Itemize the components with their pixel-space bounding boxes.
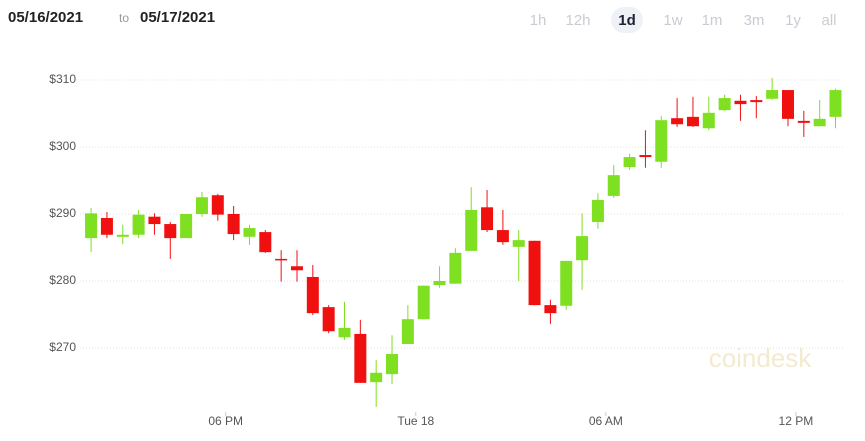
candle-body	[766, 90, 779, 99]
candle-body	[148, 216, 161, 225]
candle-body	[813, 118, 826, 127]
y-tick-label: $310	[49, 72, 76, 86]
candle-body	[750, 100, 763, 103]
range-button[interactable]: 1y	[785, 12, 801, 29]
candle-body	[560, 260, 573, 306]
candle-body	[354, 333, 367, 383]
candle-body	[386, 354, 399, 375]
date-from: 05/16/2021	[8, 9, 83, 26]
y-tick-label: $300	[49, 139, 76, 153]
candle-body	[829, 90, 842, 117]
range-button[interactable]: 1w	[663, 12, 682, 29]
candle-body	[227, 214, 240, 235]
candle-body	[211, 195, 224, 215]
candle-body	[465, 209, 478, 251]
candle-body	[718, 98, 731, 111]
candle-body	[433, 281, 446, 286]
candle-body	[671, 118, 684, 125]
candle-body	[623, 157, 636, 168]
candle-body	[370, 372, 383, 383]
candle-body	[338, 327, 351, 338]
candle-body	[734, 100, 747, 105]
candle-body	[401, 319, 414, 344]
candle-body	[417, 285, 430, 320]
candle-body	[639, 155, 652, 158]
candle-body	[85, 213, 98, 239]
candle-body	[322, 307, 335, 332]
candle-body	[496, 230, 509, 243]
y-tick-label: $270	[49, 340, 76, 354]
y-tick-label: $280	[49, 273, 76, 287]
candle-body	[243, 228, 256, 237]
date-sep: to	[119, 11, 129, 25]
candle-body	[481, 207, 494, 231]
x-tick-label: 06 PM	[208, 414, 243, 428]
candle-body	[607, 175, 620, 196]
candle-body	[100, 218, 113, 235]
range-button[interactable]: 12h	[565, 12, 590, 29]
candle-body	[512, 240, 525, 247]
candle-body	[132, 214, 145, 235]
candle-body	[655, 120, 668, 162]
candle-body	[164, 224, 177, 239]
candle-body	[116, 234, 129, 237]
candle-body	[702, 112, 715, 129]
candle-body	[290, 266, 303, 271]
candle-body	[797, 120, 810, 123]
date-to: 05/17/2021	[140, 9, 215, 26]
candle-body	[275, 258, 288, 261]
candle-body	[449, 252, 462, 284]
x-tick-label: Tue 18	[397, 414, 434, 428]
x-tick-label: 06 AM	[589, 414, 623, 428]
range-button[interactable]: 1m	[702, 12, 723, 29]
candle-body	[528, 240, 541, 306]
candle-body	[180, 214, 193, 239]
candle-body	[781, 90, 794, 119]
candle-body	[576, 236, 589, 261]
button-bg	[611, 7, 643, 33]
x-tick-label: 12 PM	[779, 414, 814, 428]
range-button[interactable]: 3m	[744, 12, 765, 29]
candle-body	[306, 276, 319, 314]
watermark: coindesk	[709, 343, 813, 373]
candle-body	[591, 199, 604, 223]
candle-body	[544, 305, 557, 314]
candle-body	[686, 116, 699, 127]
candle-body	[195, 197, 208, 214]
range-button[interactable]: 1h	[530, 12, 547, 29]
y-tick-label: $290	[49, 206, 76, 220]
candle-body	[259, 232, 272, 253]
range-button[interactable]: all	[821, 12, 836, 29]
range-button[interactable]: 1d	[618, 12, 636, 29]
